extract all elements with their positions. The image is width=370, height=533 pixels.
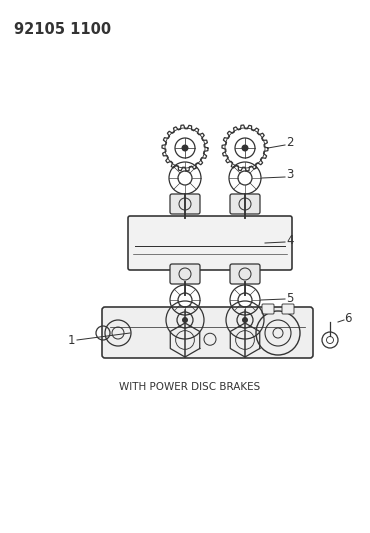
Circle shape <box>242 144 249 151</box>
FancyBboxPatch shape <box>230 264 260 284</box>
Text: WITH POWER DISC BRAKES: WITH POWER DISC BRAKES <box>120 382 260 392</box>
Circle shape <box>182 144 188 151</box>
FancyBboxPatch shape <box>230 194 260 214</box>
Text: 2: 2 <box>286 136 293 149</box>
Text: 1: 1 <box>67 334 75 346</box>
FancyBboxPatch shape <box>170 194 200 214</box>
Circle shape <box>242 317 248 323</box>
Text: 6: 6 <box>344 311 352 325</box>
FancyBboxPatch shape <box>282 304 294 314</box>
FancyBboxPatch shape <box>102 307 313 358</box>
FancyBboxPatch shape <box>170 264 200 284</box>
Text: 5: 5 <box>286 292 293 304</box>
Circle shape <box>182 317 188 323</box>
FancyBboxPatch shape <box>128 216 292 270</box>
Text: 3: 3 <box>286 168 293 182</box>
Text: 92105 1100: 92105 1100 <box>14 22 111 37</box>
Text: 4: 4 <box>286 233 293 246</box>
FancyBboxPatch shape <box>262 304 274 314</box>
